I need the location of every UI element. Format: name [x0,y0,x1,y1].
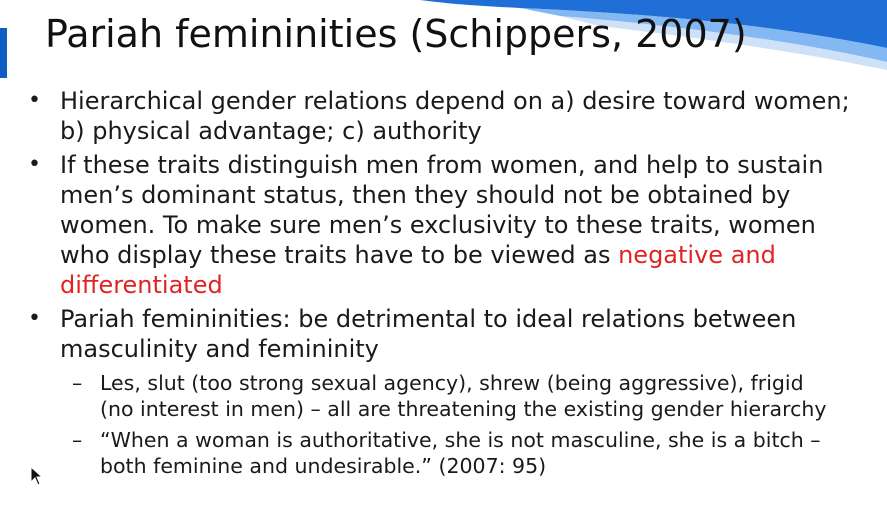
bullet-text-line: Pariah femininities: be detrimental to i… [60,305,797,333]
bullet-item: • Hierarchical gender relations depend o… [0,86,887,146]
bullet-text-line: women. To make sure men’s exclusivity to… [60,211,816,239]
sub-bullet-text-line: (no interest in men) – all are threateni… [100,397,827,421]
sub-bullet-text-line: Les, slut (too strong sexual agency), sh… [100,371,804,395]
bullet-text-line: Hierarchical gender relations depend on … [60,87,850,115]
bullet-item: • If these traits distinguish men from w… [0,150,887,300]
highlighted-text: negative and [618,241,776,269]
sub-bullet-item: – “When a woman is authoritative, she is… [0,427,887,479]
bullet-text-line: masculinity and femininity [60,335,379,363]
bullet-marker: • [28,306,41,331]
mouse-pointer-icon [30,466,44,486]
highlighted-text: differentiated [60,271,223,299]
sub-bullet-marker: – [72,371,83,395]
bullet-item: • Pariah femininities: be detrimental to… [0,304,887,364]
title-accent-bar [0,28,7,78]
bullet-text-line: men’s dominant status, then they should … [60,181,791,209]
sub-bullet-text-line: “When a woman is authoritative, she is n… [100,428,821,452]
bullet-text-line: who display these traits have to be view… [60,240,887,270]
sub-bullet-marker: – [72,428,83,452]
bullet-marker: • [28,152,41,177]
bullet-text-line: If these traits distinguish men from wom… [60,151,824,179]
sub-bullet-text-line: both feminine and undesirable.” (2007: 9… [100,454,547,478]
bullet-list: • Hierarchical gender relations depend o… [0,86,887,479]
bullet-text-segment: who display these traits have to be view… [60,241,619,269]
bullet-marker: • [28,88,41,113]
slide-title: Pariah femininities (Schippers, 2007) [45,12,747,56]
bullet-text-line: b) physical advantage; c) authority [60,117,482,145]
sub-bullet-list: – Les, slut (too strong sexual agency), … [0,370,887,479]
decorative-swoosh [420,0,887,70]
sub-bullet-item: – Les, slut (too strong sexual agency), … [0,370,887,422]
